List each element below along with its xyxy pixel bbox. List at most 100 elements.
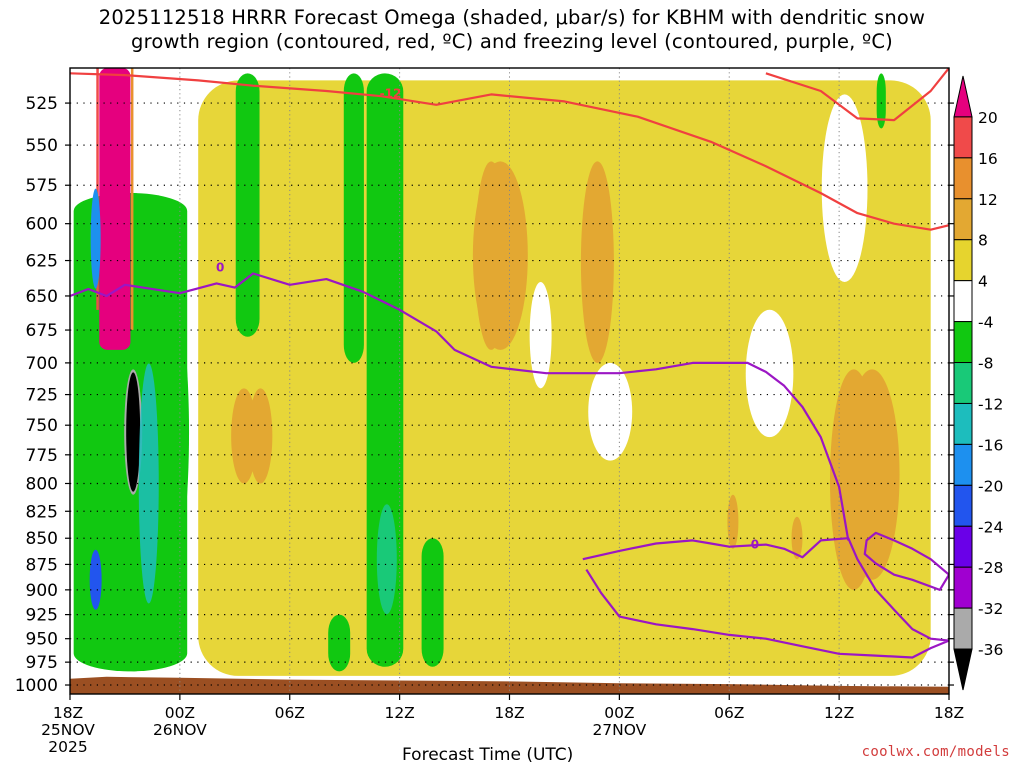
x-tick-label: 18Z [53,704,83,722]
y-tick-label: 550 [26,136,58,156]
colorbar-box [953,157,973,200]
omega-core-pos8 [727,494,739,549]
omega-streak-neg4 [421,538,444,667]
source-credit: coolwx.com/models [861,744,1010,760]
omega-streak-neg4 [366,73,404,667]
freezing-level-loop [582,537,949,659]
y-tick-label: 625 [26,252,58,272]
colorbar-triangle-bottom [953,648,973,691]
colorbar-label: 16 [978,150,998,168]
grid-lines [70,68,949,694]
omega-core-neg16 [90,188,101,289]
y-tick-label: 700 [26,354,58,374]
omega-gap [821,94,868,282]
y-tick-label: 675 [26,321,58,341]
y-tick-label: 825 [26,502,58,522]
freezing-contour-label-2: 0 [751,538,759,552]
y-tick-label: 650 [26,287,58,307]
omega-core-pos8 [474,161,508,350]
colorbar-box [953,525,973,568]
y-tick-label: 750 [26,416,58,436]
y-tick-label: 875 [26,555,58,575]
y-tick-label: 1000 [15,676,58,696]
x-tick-label: 00Z [604,704,634,722]
x-tick-label: 06Z [275,704,305,722]
colorbar-box [953,484,973,527]
omega-streak-neg4 [328,614,351,672]
title-line-2: growth region (contoured, red, ºC) and f… [131,30,893,53]
y-tick-label: 525 [26,94,58,114]
x-tick-label: 00Z [165,704,195,722]
x-tick-label: 25NOV [41,721,95,739]
colorbar-label: -20 [978,477,1003,495]
omega-core-pos8 [829,369,878,590]
colorbar-box [953,239,973,282]
omega-streak-neg4 [876,73,886,129]
y-tick-label: 850 [26,529,58,549]
colorbar-label: 20 [978,109,998,127]
x-tick-label: 18Z [934,704,964,722]
x-tick-label: 12Z [384,704,414,722]
omega-core-neg36 [126,372,141,492]
x-tick-label: 18Z [494,704,524,722]
x-tick-label: 27NOV [592,721,646,739]
colorbar-box [953,402,973,445]
omega-core-neg8 [376,504,397,615]
colorbar-box [953,321,973,364]
omega-cell-pos4 [198,80,931,676]
x-tick-label: 2025 [48,738,87,756]
colorbar-box [953,443,973,486]
colorbar-box [953,362,973,404]
colorbar-label: -24 [978,518,1003,536]
omega-core-pos8 [791,516,803,560]
colorbar-label: 8 [978,232,988,250]
omega-streak-neg4 [343,73,364,363]
dgz-contour-line-right [765,68,949,122]
y-tick-label: 925 [26,606,58,626]
omega-streak-neg4 [235,73,260,337]
y-tick-label: 725 [26,386,58,406]
chart-title: 2025112518 HRRR Forecast Omega (shaded, … [0,6,1024,54]
omega-gap [529,281,552,389]
colorbar-label: -32 [978,600,1003,618]
x-tick-label: 26NOV [153,721,207,739]
dgz-contour-line [70,72,949,231]
colorbar-label: -28 [978,559,1003,577]
colorbar-label: -36 [978,641,1003,659]
y-tick-label: 775 [26,446,58,466]
x-axis-label: Forecast Time (UTC) [402,745,574,765]
omega-core-pos8 [248,388,273,484]
omega-column-pos20 [99,68,131,350]
omega-shading [73,68,931,676]
omega-colorbar: 20 16 12 8 4 -4 -8 -12 -16 -20 -24 -28 -32 -36 [953,75,1003,691]
freezing-level-inner-loop [863,531,949,591]
omega-edge-pos16 [96,68,99,310]
freezing-level-line [70,272,850,541]
colorbar-label: -4 [978,314,993,332]
temperature-contours: -12 0 0 [70,68,949,659]
x-tick-label: 12Z [824,704,854,722]
title-line-1: 2025112518 HRRR Forecast Omega (shaded, … [98,6,926,29]
dgz-contour-label: -12 [380,87,402,101]
colorbar-box [953,566,973,609]
pressure-axis: 525 550 575 600 625 650 675 700 725 750 775 800 825 8… [15,94,954,696]
omega-gap [588,362,633,461]
colorbar-box [953,280,973,323]
omega-core-pos8 [580,161,614,363]
colorbar-label: 4 [978,273,988,291]
y-tick-label: 975 [26,653,58,673]
colorbar-label: -8 [978,355,993,373]
freezing-contour-label-1: 0 [216,260,224,274]
colorbar-label: -16 [978,436,1003,454]
y-tick-label: 900 [26,581,58,601]
omega-band-neg12 [138,363,159,604]
colorbar-box [953,607,973,650]
y-tick-label: 800 [26,474,58,494]
colorbar-box [953,116,973,159]
y-tick-label: 600 [26,215,58,235]
colorbar-box [953,198,973,241]
colorbar-triangle-top [953,75,973,118]
omega-core-neg20 [89,549,102,610]
